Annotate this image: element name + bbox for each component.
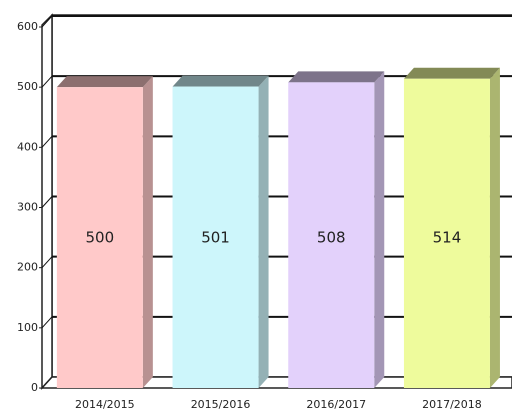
y-tick-label: 200 <box>17 261 38 274</box>
grid-line <box>41 256 53 269</box>
y-tick-label: 400 <box>17 140 38 153</box>
y-tick-label: 600 <box>17 20 38 33</box>
bar-top <box>172 75 269 87</box>
value-label: 514 <box>433 229 462 247</box>
x-tick-label: 2016/2017 <box>306 398 366 411</box>
bar <box>403 78 490 388</box>
grid-line <box>41 196 53 208</box>
grid-line <box>41 135 53 148</box>
grid-line <box>41 75 53 88</box>
grid-line <box>41 316 53 329</box>
bar-top <box>403 67 500 79</box>
bar-top <box>56 76 153 88</box>
bar-side <box>374 71 385 388</box>
y-tick-label: 0 <box>31 381 38 394</box>
bar-side <box>142 76 153 389</box>
y-tick-label: 100 <box>17 321 38 334</box>
bar <box>56 87 143 389</box>
grid-line <box>41 15 53 28</box>
bar-top <box>288 71 385 83</box>
bar <box>172 86 259 388</box>
value-label: 508 <box>317 229 346 247</box>
x-tick-label: 2017/2018 <box>422 398 482 411</box>
y-tick-label: 500 <box>17 80 38 93</box>
bar <box>288 82 375 388</box>
bar-side <box>258 75 269 388</box>
value-label: 500 <box>86 229 115 247</box>
x-tick-label: 2014/2015 <box>75 398 135 411</box>
x-tick-label: 2015/2016 <box>191 398 251 411</box>
bar-side <box>489 67 500 388</box>
value-label: 501 <box>201 229 230 247</box>
y-tick-label: 300 <box>17 201 38 214</box>
